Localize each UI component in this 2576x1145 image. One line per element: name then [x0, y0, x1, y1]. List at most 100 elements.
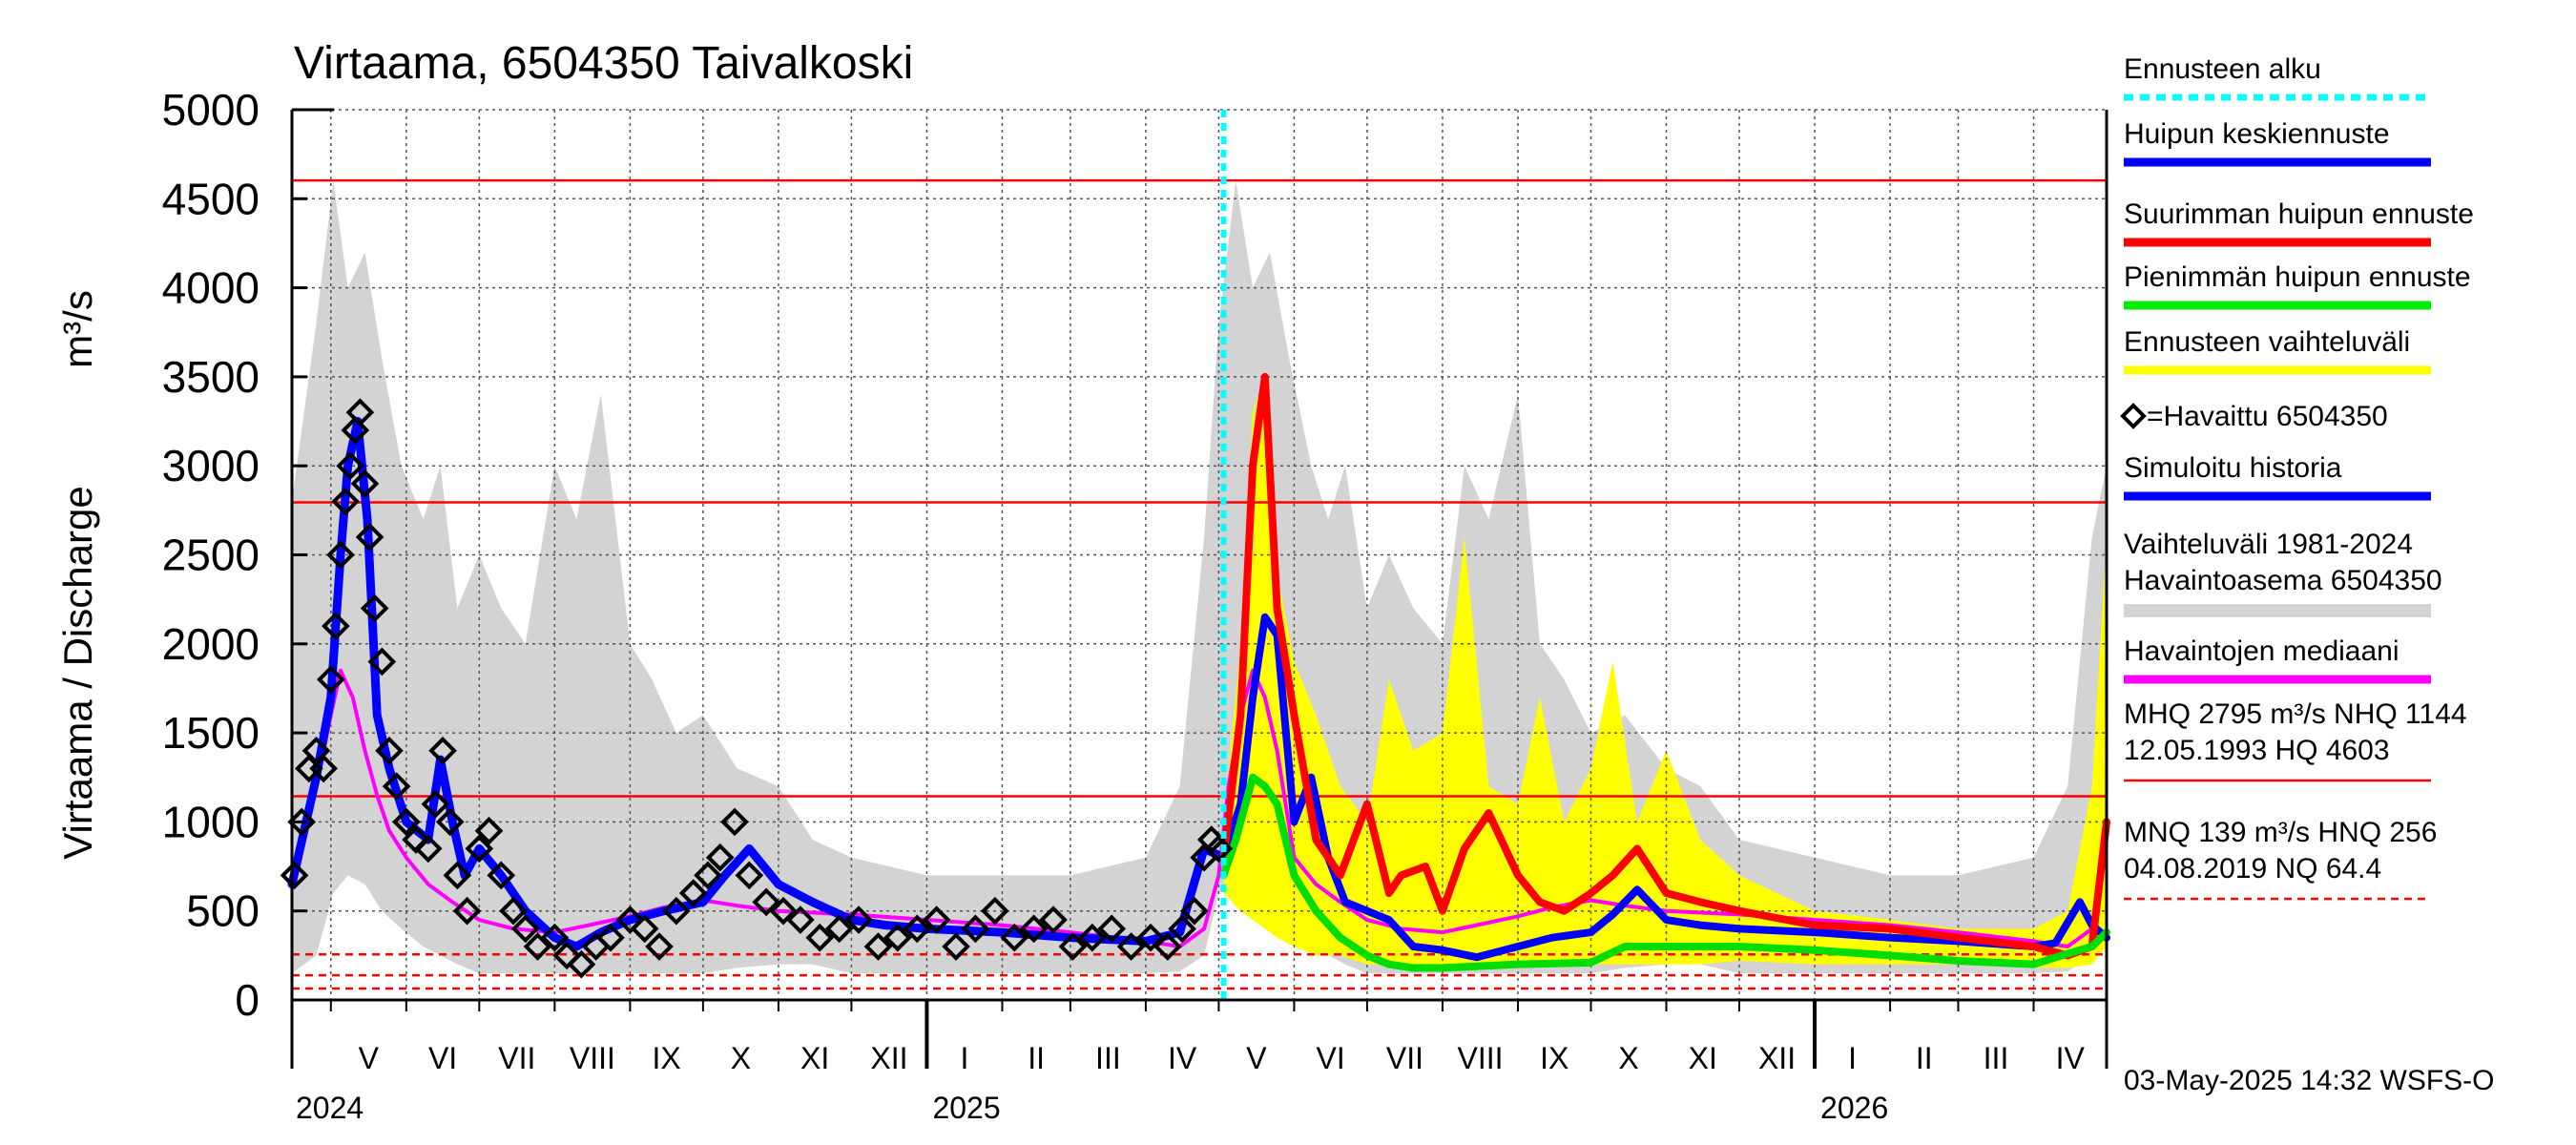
- observed-point: [435, 807, 465, 837]
- observed-point: [844, 906, 873, 934]
- observed-point: [824, 914, 854, 944]
- observed-point: [596, 923, 625, 952]
- y-axis-unit: m³/s: [55, 290, 100, 368]
- month-label: II: [1028, 1041, 1045, 1075]
- observed-point: [922, 906, 951, 934]
- observed-point: [336, 451, 365, 481]
- month-label: IV: [1168, 1041, 1197, 1075]
- y-tick-label: 0: [235, 975, 260, 1025]
- legend-label: Simuloitu historia: [2124, 452, 2342, 484]
- observed-point: [375, 736, 404, 765]
- observed-point: [452, 896, 482, 926]
- x-tick-labels: V VI VII VIII IX X XI XII I II III IV V VI VII VIII IX X X…: [296, 1041, 2086, 1125]
- observed-point: [694, 861, 722, 890]
- observed-point: [735, 861, 764, 890]
- y-tick-label: 500: [186, 886, 260, 936]
- observed-point: [1077, 923, 1107, 952]
- month-label: XI: [800, 1041, 829, 1075]
- legend-marker: [2120, 403, 2147, 429]
- y-axis-label: Virtaama / Discharge: [55, 486, 100, 859]
- observed-markers: [280, 398, 1234, 979]
- observed-point: [903, 914, 932, 944]
- y-tick-label: 1000: [162, 797, 260, 846]
- observed-point: [863, 932, 893, 961]
- observed-point: [552, 941, 581, 970]
- observed-point: [1039, 906, 1068, 934]
- observed-point: [392, 807, 421, 837]
- month-label: III: [1984, 1041, 2009, 1075]
- observed-point: [961, 914, 990, 944]
- footer-timestamp: 03-May-2025 14:32 WSFS-O: [2124, 1065, 2495, 1096]
- observed-point: [615, 906, 645, 934]
- observed-point: [510, 914, 540, 944]
- observed-point: [720, 807, 749, 837]
- observed-point: [316, 665, 345, 694]
- legend: Ennusteen alku Huipun keskiennuste Suurimm…: [2120, 53, 2474, 901]
- y-tick-label: 4000: [162, 263, 260, 313]
- observed-point: [630, 914, 659, 944]
- observed-point: [360, 593, 389, 623]
- observed-point: [382, 772, 411, 801]
- observed-point: [309, 754, 338, 783]
- legend-label: MNQ 139 m³/s HNQ 256: [2124, 817, 2437, 848]
- observed-point: [428, 736, 457, 765]
- series-suurimman-huipun-ennuste: [1219, 372, 2110, 960]
- observed-point: [331, 487, 360, 516]
- month-label: VII: [498, 1041, 535, 1075]
- observed-point: [645, 932, 674, 961]
- month-label: I: [1848, 1041, 1857, 1075]
- month-label: V: [1246, 1041, 1267, 1075]
- observed-point: [350, 469, 380, 498]
- observed-point: [752, 887, 780, 917]
- observed-point: [402, 825, 430, 854]
- observed-point: [981, 896, 1009, 926]
- month-label: II: [1916, 1041, 1933, 1075]
- observed-point: [287, 807, 317, 837]
- legend-label-2: 04.08.2019 NQ 64.4: [2124, 853, 2381, 885]
- month-label: IX: [653, 1041, 681, 1075]
- month-label: X: [731, 1041, 751, 1075]
- band-forecast-range: [1223, 376, 2107, 968]
- month-label: XII: [1758, 1041, 1796, 1075]
- observed-point: [805, 923, 835, 952]
- legend-label: Huipun keskiennuste: [2124, 118, 2390, 150]
- observed-point: [678, 879, 708, 907]
- y-tick-labels: 0 500 1000 1500 2000 2500 3000 3500 4000 4500 5000: [162, 85, 260, 1025]
- chart-title: Virtaama, 6504350 Taivalkoski: [294, 38, 913, 89]
- observed-point: [280, 861, 309, 890]
- observed-point: [341, 416, 370, 445]
- observed-point: [942, 932, 970, 961]
- observed-point: [413, 834, 443, 864]
- month-label: IX: [1540, 1041, 1568, 1075]
- observed-point: [705, 843, 735, 872]
- y-tick-label: 2000: [162, 619, 260, 669]
- y-tick-label: 2500: [162, 531, 260, 580]
- month-label: XII: [870, 1041, 907, 1075]
- axes: [290, 108, 2109, 1069]
- range-bands: [292, 180, 2107, 974]
- legend-label-2: 12.05.1993 HQ 4603: [2124, 735, 2390, 766]
- observed-point: [465, 834, 494, 864]
- legend-label: MHQ 2795 m³/s NHQ 1144: [2124, 698, 2467, 730]
- legend-label: Suurimman huipun ennuste: [2124, 198, 2474, 230]
- observed-point: [523, 932, 552, 961]
- band-historical-range: [292, 180, 2107, 974]
- reference-lines: [292, 178, 2107, 990]
- observed-point: [326, 540, 355, 570]
- observed-point: [540, 923, 570, 952]
- observed-point: [662, 896, 691, 926]
- observed-point: [443, 861, 472, 890]
- year-label: 2025: [932, 1091, 1000, 1125]
- series-havaintojen-mediaani: [290, 668, 2109, 949]
- observed-point: [786, 906, 815, 934]
- observed-point: [1058, 932, 1088, 961]
- observed-point: [769, 896, 798, 926]
- observed-point: [345, 398, 375, 427]
- observed-point: [1153, 932, 1182, 961]
- observed-point: [474, 816, 504, 845]
- month-label: I: [961, 1041, 969, 1075]
- month-label: X: [1618, 1041, 1638, 1075]
- month-label: III: [1095, 1041, 1121, 1075]
- observed-point: [487, 861, 516, 890]
- series-pienimm-n-huipun-ennuste: [1219, 773, 2110, 972]
